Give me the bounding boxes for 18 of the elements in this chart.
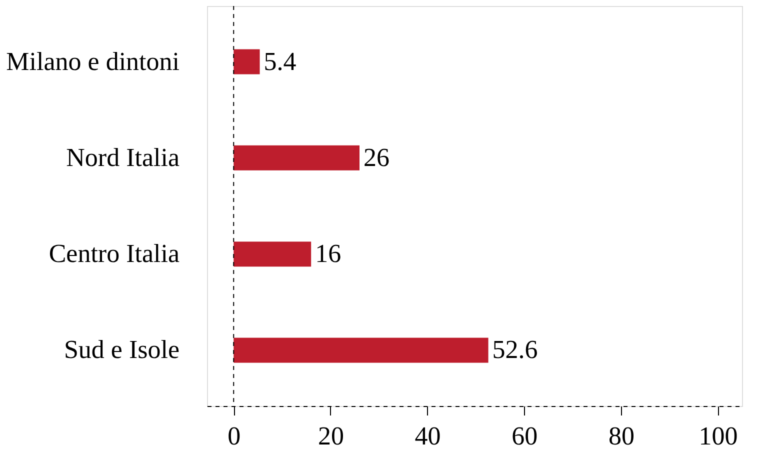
bar	[234, 49, 260, 74]
y-tick-label: Sud e Isole	[64, 335, 180, 364]
y-tick-label: Centro Italia	[48, 239, 180, 268]
y-tick-label: Nord Italia	[66, 142, 180, 172]
data-label: 26	[364, 142, 390, 172]
x-tick-label: 80	[608, 422, 634, 450]
data-label: 16	[315, 239, 342, 268]
x-tick-label: 0	[228, 422, 241, 450]
bar	[234, 145, 360, 170]
x-tick-label: 40	[414, 422, 441, 450]
x-tick-label: 60	[512, 422, 538, 450]
data-label: 5.4	[264, 46, 296, 76]
y-tick-label: Milano e dintoni	[6, 46, 180, 76]
x-tick-label: 20	[318, 422, 344, 450]
x-tick-label: 100	[698, 422, 738, 450]
bar	[234, 338, 488, 363]
bar	[234, 242, 312, 267]
data-label: 52.6	[492, 335, 538, 364]
